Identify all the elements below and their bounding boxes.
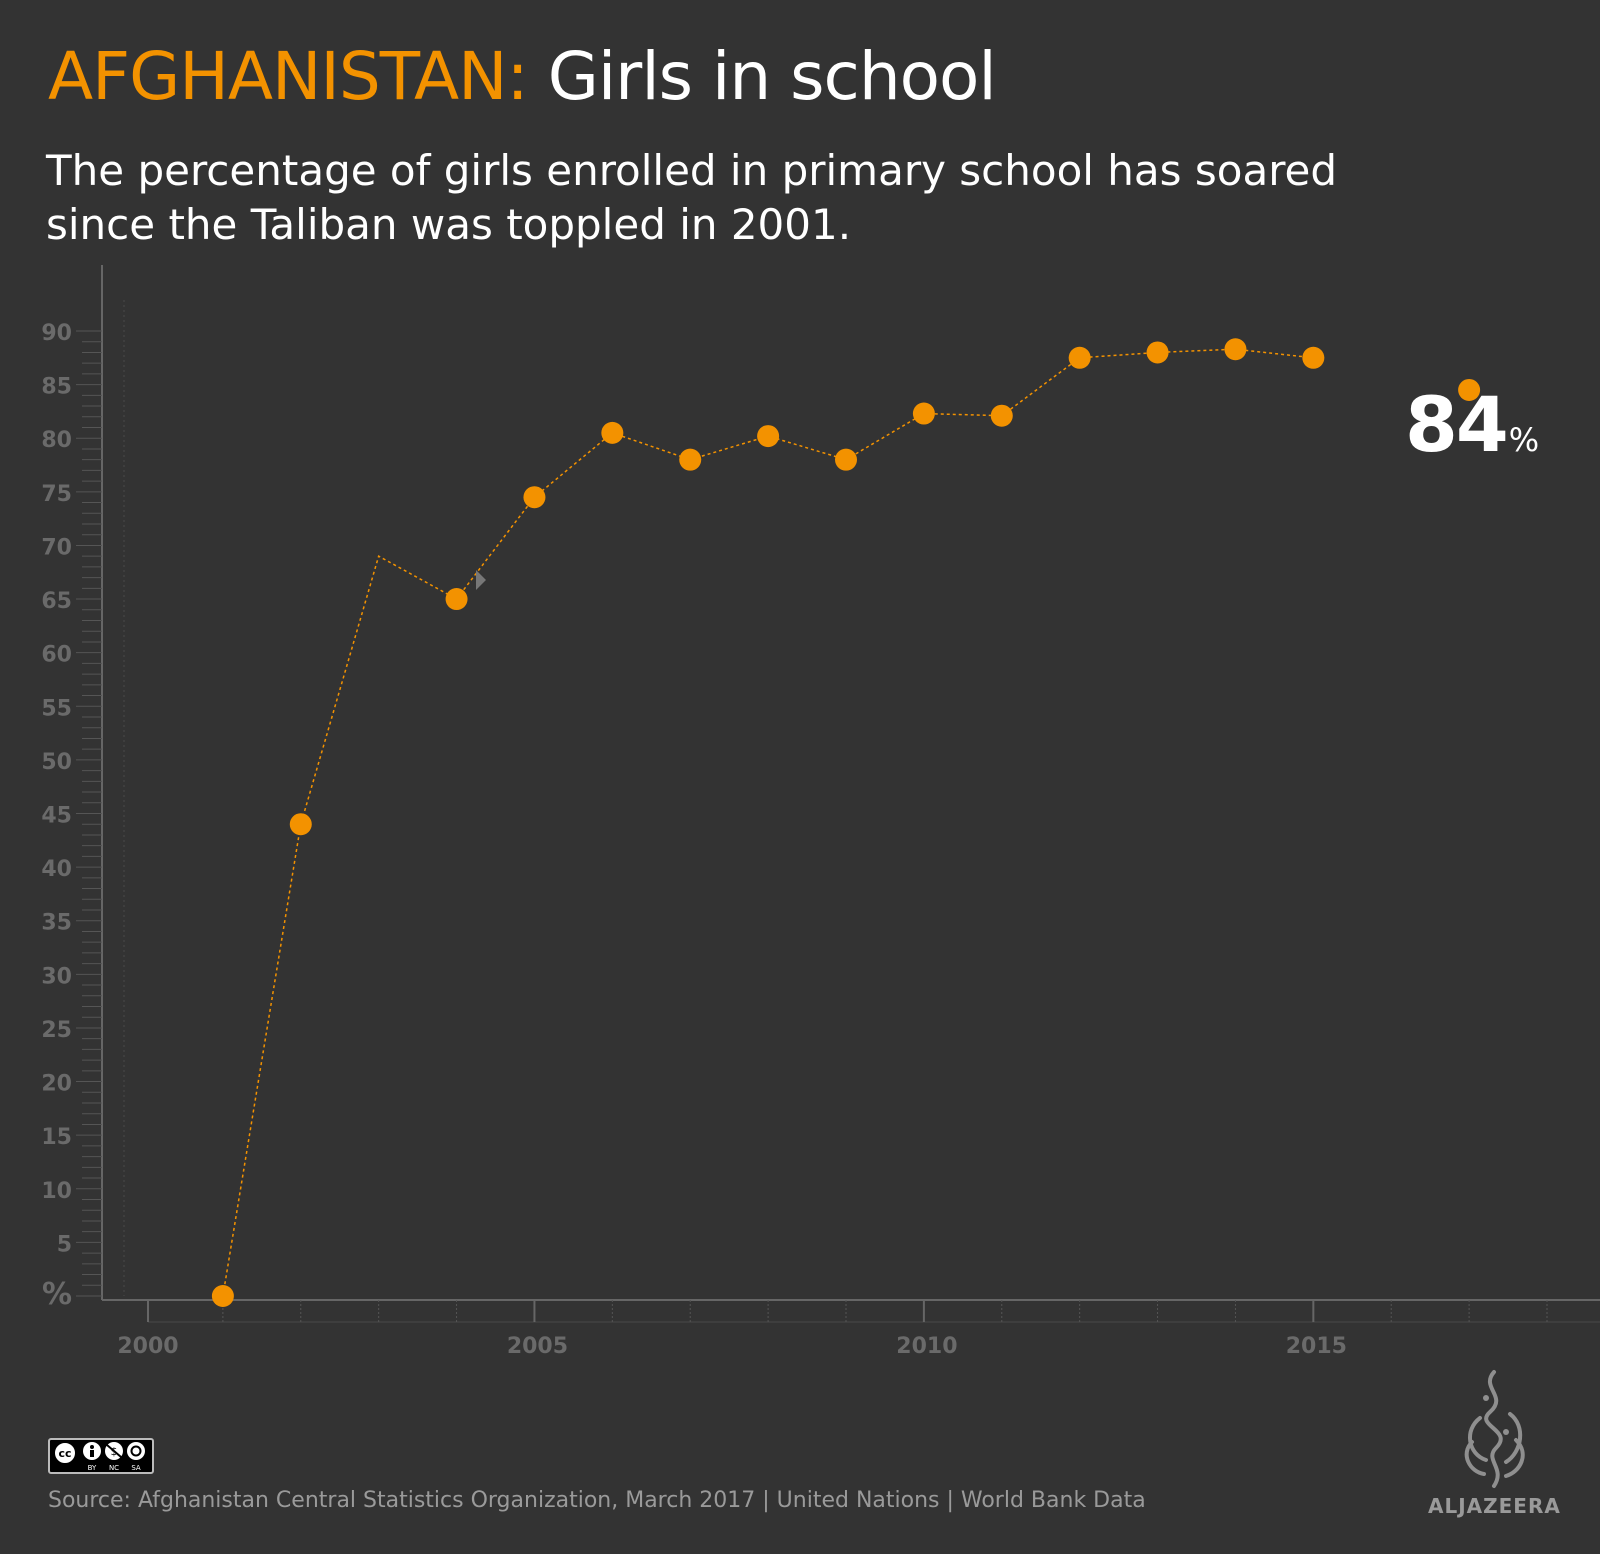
data-point: [1302, 346, 1325, 369]
data-point: [835, 448, 857, 471]
svg-text:cc: cc: [58, 1447, 71, 1460]
cc-label-sa: SA: [131, 1464, 141, 1472]
creative-commons-badge: cc $ BY NC SA: [48, 1438, 154, 1474]
x-tick-label: 2010: [896, 1334, 957, 1359]
title-rest: Girls in school: [547, 38, 997, 115]
attribution-icon: [83, 1442, 101, 1460]
data-point: [1068, 346, 1091, 369]
data-point: [912, 402, 935, 425]
y-tick-label: 55: [41, 696, 72, 721]
sharealike-icon: [127, 1442, 145, 1460]
x-tick-label: 2005: [507, 1334, 568, 1359]
y-tick-label: 85: [41, 375, 72, 400]
chart-title: AFGHANISTAN: Girls in school: [48, 38, 997, 115]
y-tick-label: 15: [41, 1125, 72, 1150]
noncommercial-icon: $: [105, 1442, 123, 1460]
y-tick-label: 20: [41, 1072, 72, 1097]
aljazeera-logo-icon: [1464, 1370, 1525, 1488]
data-point: [990, 404, 1013, 427]
data-point: [445, 588, 468, 611]
y-tick-label: 40: [41, 857, 72, 882]
data-point: [601, 421, 624, 444]
data-point: [289, 813, 312, 836]
y-tick-label: 45: [41, 804, 72, 829]
x-tick-label: 2015: [1286, 1334, 1347, 1359]
y-axis-label: %: [42, 1277, 72, 1312]
chart-subtitle: The percentage of girls enrolled in prim…: [46, 146, 1338, 249]
title-highlight: AFGHANISTAN:: [48, 38, 529, 115]
y-tick-label: 25: [41, 1018, 72, 1043]
data-point: [1224, 338, 1247, 361]
data-point: [211, 1285, 234, 1307]
logo-wordmark: ALJAZEERA: [1428, 1494, 1561, 1518]
y-tick-label: 80: [41, 428, 72, 453]
y-tick-label: 90: [41, 321, 72, 346]
y-tick-label: 75: [41, 482, 72, 507]
cc-icon: cc: [53, 1441, 77, 1465]
y-tick-label: 60: [41, 643, 72, 668]
data-point: [523, 486, 546, 509]
x-tick-label: 2000: [117, 1334, 178, 1359]
y-tick-label: 50: [41, 750, 72, 775]
cc-label-nc: NC: [109, 1464, 119, 1472]
callout-unit: %: [1508, 421, 1540, 459]
y-tick-label: 10: [41, 1179, 72, 1204]
cursor-icon: [476, 570, 486, 590]
y-tick-label: 5: [57, 1232, 72, 1257]
series-line: [222, 348, 1314, 1297]
data-point: [757, 425, 780, 448]
data-point: [1146, 341, 1169, 364]
y-tick-label: 35: [41, 911, 72, 936]
line-chart: 5 10 15 20 25 30 35 40 45 50 55 60 65 70 75 80 85 90% 2000…: [41, 265, 1600, 1359]
data-point: [679, 448, 702, 471]
latest-value-callout: 84%: [1405, 380, 1539, 469]
y-tick-label: 65: [41, 589, 72, 614]
data-point: [1458, 378, 1481, 401]
source-note: Source: Afghanistan Central Statistics O…: [48, 1488, 1146, 1513]
cc-label-by: BY: [88, 1464, 97, 1472]
callout-number: 84: [1405, 380, 1509, 469]
y-tick-label: 70: [41, 535, 72, 560]
y-tick-label: 30: [41, 964, 72, 989]
